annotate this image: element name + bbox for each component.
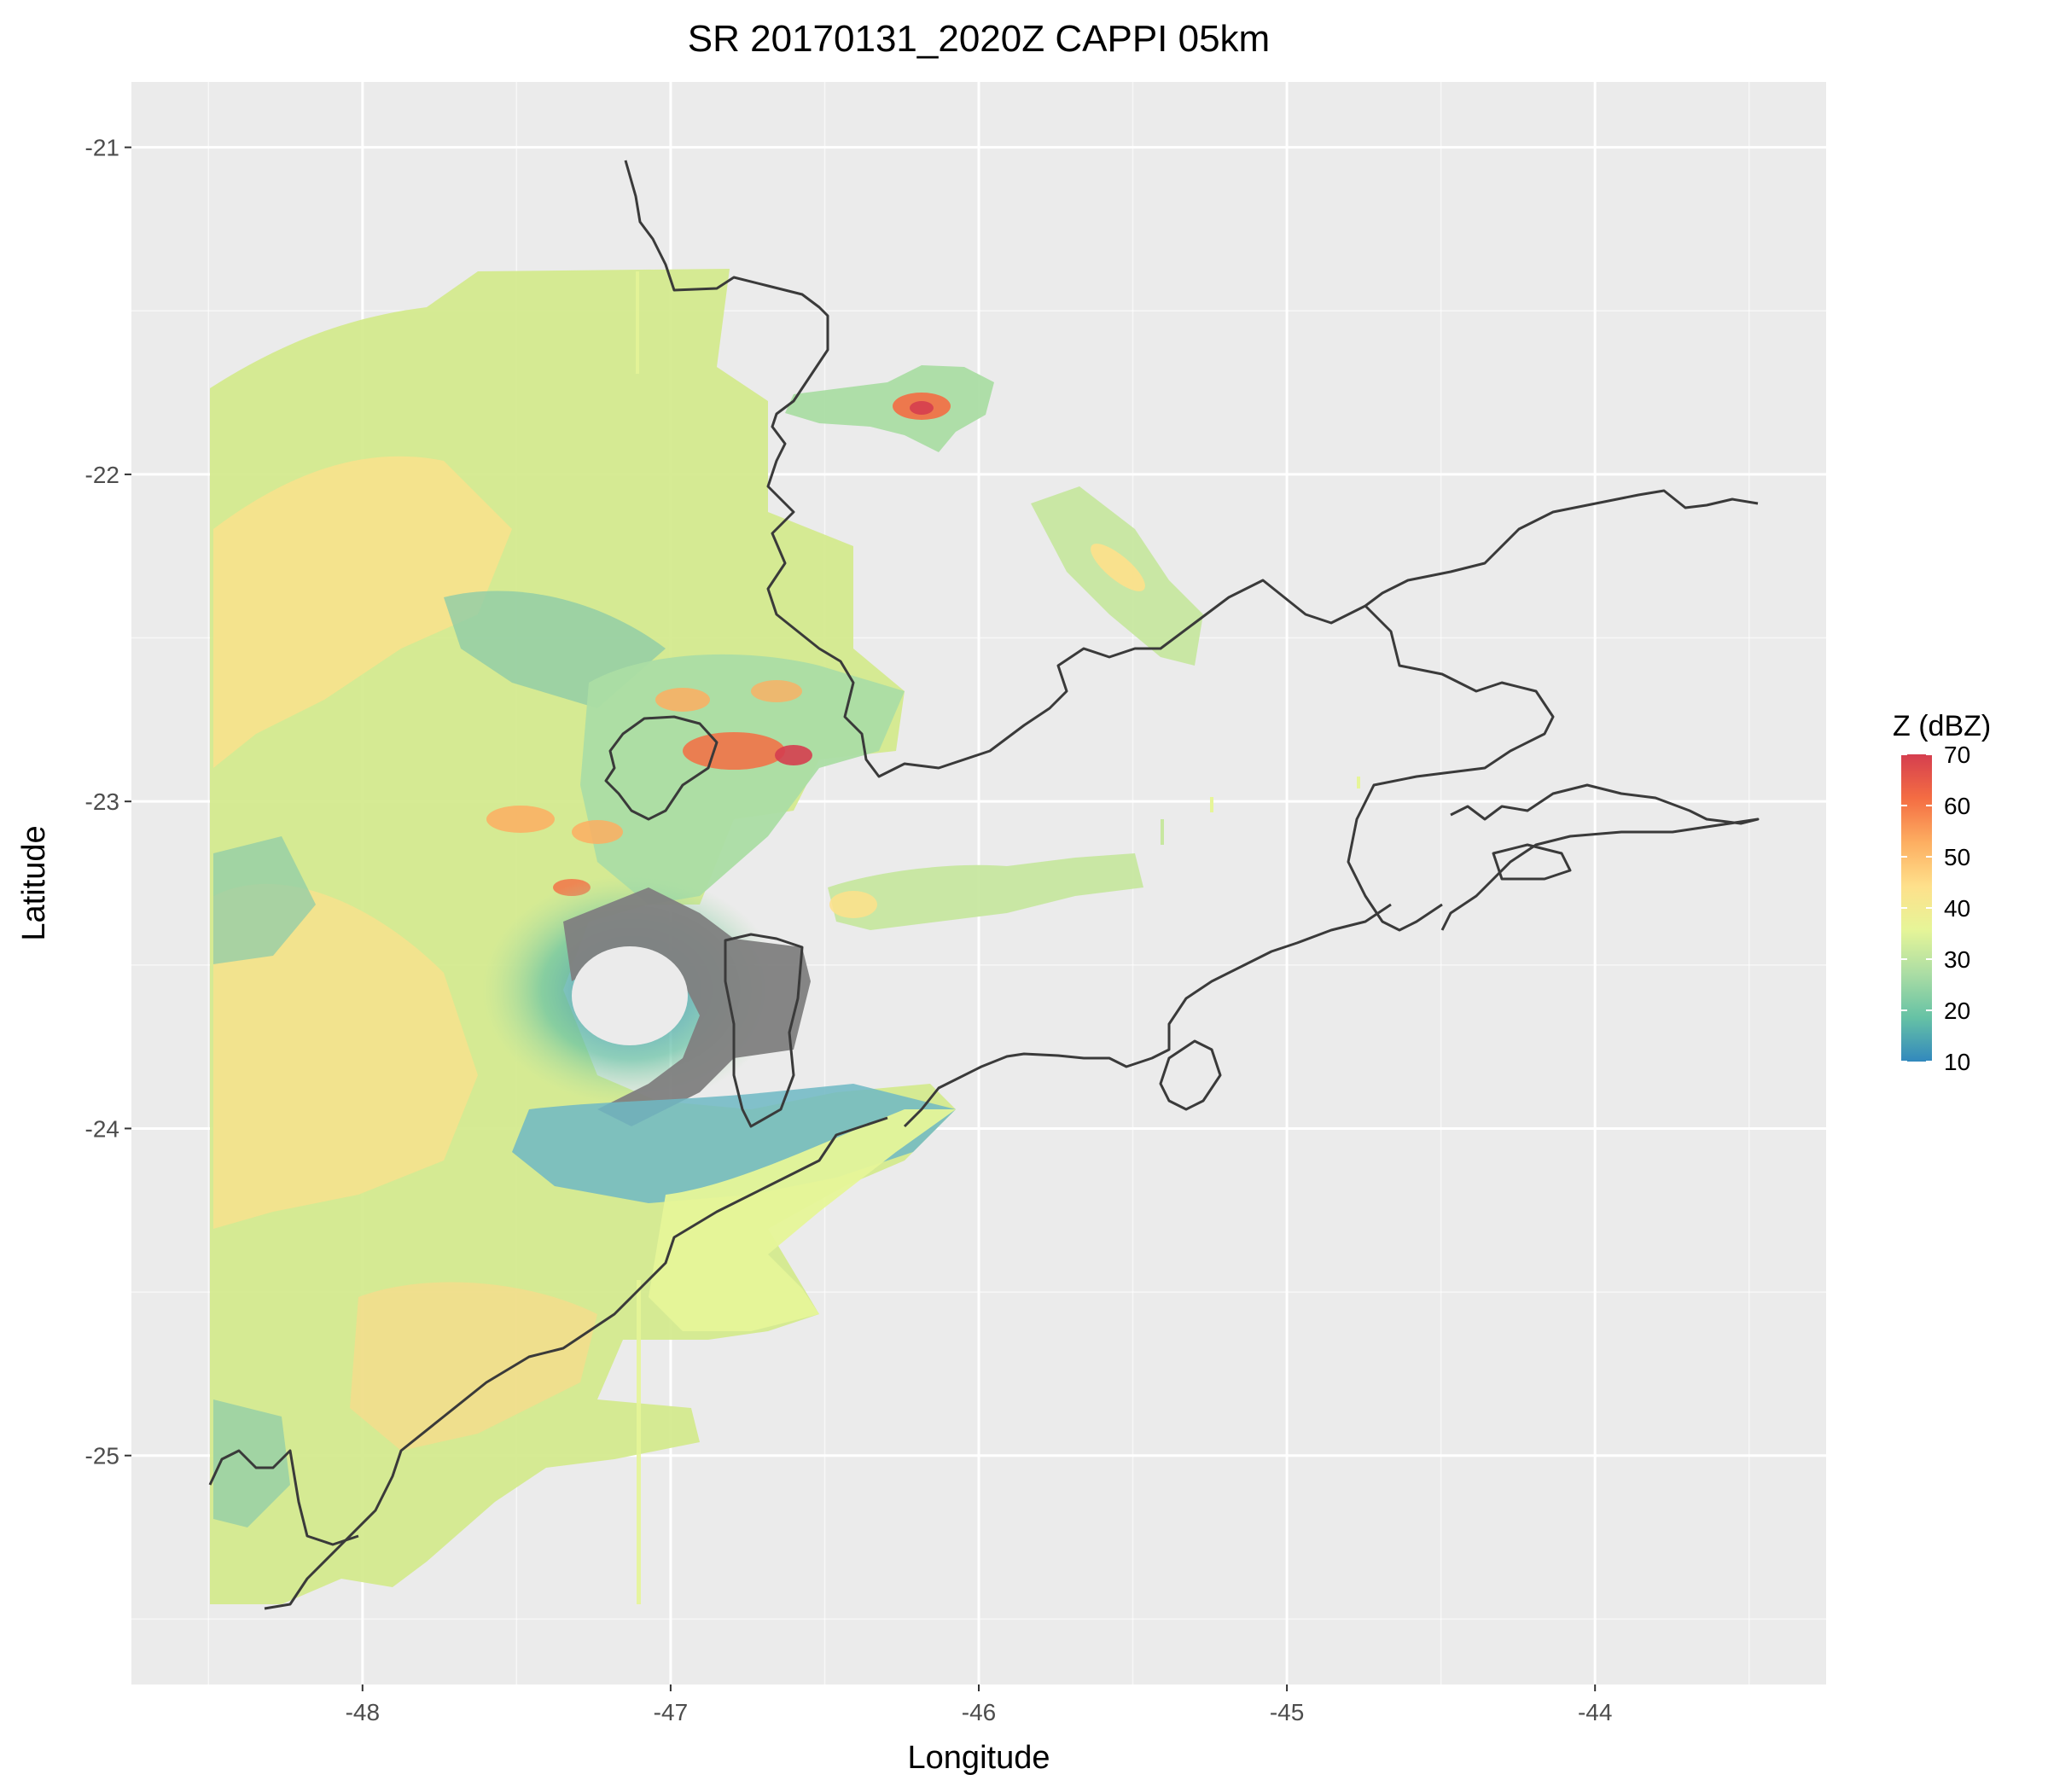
- legend-label: 40: [1944, 895, 1970, 922]
- coastline-southwest: [264, 1116, 888, 1610]
- legend-label: 50: [1944, 844, 1970, 870]
- legend-label: 70: [1944, 742, 1970, 768]
- echo-east-streak-core: [829, 891, 877, 918]
- echo-warm-patch: [213, 883, 478, 1229]
- x-tick-label: -45: [1270, 1699, 1304, 1725]
- echo-convective-cell: [655, 688, 710, 712]
- y-tick-label: -21: [85, 135, 119, 161]
- echo-warm-patch: [213, 456, 512, 768]
- echo-convective-cell: [572, 820, 623, 844]
- legend-label: 60: [1944, 793, 1970, 819]
- legend-label: 20: [1944, 998, 1970, 1024]
- echo-east-band-core: [1091, 544, 1145, 591]
- island-small: [1492, 843, 1572, 881]
- y-axis: -21 -22 -23 -24 -25: [85, 135, 131, 1469]
- legend-label: 30: [1944, 946, 1970, 973]
- radar-echoes: [210, 269, 1360, 1604]
- x-tick-label: -48: [346, 1699, 380, 1725]
- x-tick-label: -46: [962, 1699, 996, 1725]
- x-tick-label: -44: [1578, 1699, 1612, 1725]
- y-tick-label: -25: [85, 1443, 119, 1469]
- state-border-north: [624, 160, 1759, 778]
- x-tick-label: -47: [654, 1699, 688, 1725]
- state-border-south-loop: [1347, 604, 1555, 932]
- echo-cool-patch: [213, 836, 316, 964]
- legend-label: 10: [1944, 1049, 1970, 1075]
- radial-artifact: [636, 271, 639, 374]
- inner-border-rj: [724, 933, 804, 1128]
- map-borders: [208, 160, 1760, 1610]
- echo-southern-tail: [649, 1109, 956, 1331]
- coastline-east: [903, 903, 1392, 1128]
- echo-convective-cell: [751, 680, 802, 702]
- x-axis-title: Longitude: [908, 1740, 1050, 1776]
- inner-border-loop: [604, 715, 719, 821]
- echo-speck: [1357, 777, 1360, 788]
- echo-northeast-cell-core: [910, 401, 934, 415]
- legend-ticks: 10 20 30 40 50 60 70: [1901, 742, 1970, 1075]
- y-tick-label: -23: [85, 788, 119, 815]
- state-border-south: [208, 1449, 359, 1546]
- chart-title: SR 20170131_2020Z CAPPI 05km: [688, 18, 1270, 60]
- y-tick-label: -22: [85, 462, 119, 488]
- island: [1159, 1039, 1222, 1111]
- echo-warm-patch: [350, 1282, 597, 1451]
- echo-northeast-cell: [785, 365, 994, 452]
- radar-blind-zone: [572, 946, 688, 1045]
- legend-title: Z (dBZ): [1893, 710, 1991, 742]
- y-tick-label: -24: [85, 1115, 119, 1142]
- y-axis-title: Latitude: [16, 825, 52, 940]
- x-axis: -48 -47 -46 -45 -44: [346, 1684, 1612, 1725]
- radial-artifact: [637, 1280, 641, 1604]
- echo-convective-cell: [775, 745, 812, 765]
- echo-convective-cell: [486, 806, 555, 833]
- echo-speck: [1210, 797, 1213, 812]
- color-legend: Z (dBZ) 10 20 30 40 50 60 70: [1893, 710, 1991, 1075]
- echo-speck: [1161, 819, 1164, 845]
- echo-convective-cell: [683, 732, 785, 770]
- coastline-bay: [1440, 783, 1760, 931]
- echo-east-streak: [828, 853, 1143, 930]
